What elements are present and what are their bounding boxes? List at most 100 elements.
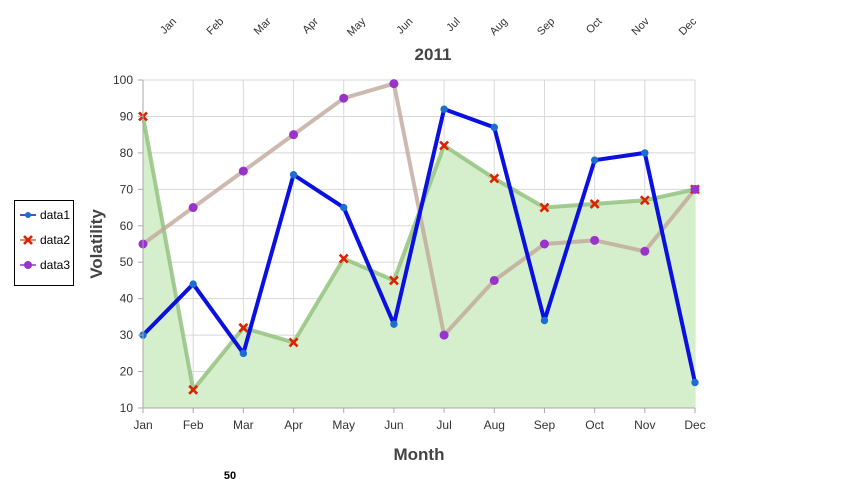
legend-label: data1 xyxy=(40,208,70,222)
data-point-stroke xyxy=(589,198,600,209)
data-point-data1 xyxy=(340,203,348,212)
x-tick-label: Feb xyxy=(183,418,204,432)
series-line-data1 xyxy=(141,107,697,385)
axes xyxy=(138,79,696,413)
data-point-data3 xyxy=(289,130,299,140)
data-point-data1 xyxy=(490,123,498,132)
data-point-data2 xyxy=(639,195,650,206)
data-point-stroke xyxy=(388,275,399,286)
top-axis-tick-label: Sep xyxy=(535,16,557,38)
data-point-data1 xyxy=(289,171,298,179)
data-point-data1 xyxy=(540,316,549,325)
chart-title: 2011 xyxy=(415,45,452,64)
top-axis-tick-label: Jul xyxy=(444,16,462,34)
y-tick-label: 10 xyxy=(120,401,134,415)
data-point-data2 xyxy=(439,140,450,151)
legend-label: data3 xyxy=(40,258,70,272)
legend-marker xyxy=(24,261,32,269)
x-tick-label: Nov xyxy=(634,418,655,432)
area-layer xyxy=(143,116,695,408)
data-point-data2 xyxy=(589,198,600,209)
x-tick-label: Mar xyxy=(233,418,254,432)
data-point-data3 xyxy=(389,79,399,89)
y-tick-label: 30 xyxy=(120,328,134,342)
x-tick-label: Jul xyxy=(436,418,451,432)
y-tick-label: 20 xyxy=(120,365,134,379)
data-point-data3 xyxy=(188,203,198,213)
top-axis-tick-label: Dec xyxy=(677,15,700,38)
top-axis: Jan Feb Mar Apr May Jun Jul Aug Sep Oct Nov Dec xyxy=(158,15,699,39)
data-point-data2 xyxy=(388,275,399,286)
top-axis-tick-label: Oct xyxy=(584,16,605,37)
top-axis-tick-label: Aug xyxy=(488,16,510,38)
data-point-stroke xyxy=(238,322,249,333)
data-point-data1 xyxy=(239,349,248,358)
data-point-stroke xyxy=(288,337,299,348)
legend-item-data1: data1 xyxy=(20,208,70,222)
y-tick-label: 100 xyxy=(113,73,133,87)
legend-marker xyxy=(25,212,31,218)
x-tick-label: Aug xyxy=(484,418,505,432)
data-point-stroke xyxy=(639,195,650,206)
data-point-data1 xyxy=(390,320,398,328)
top-axis-tick-label: Jun xyxy=(394,16,415,37)
top-axis-tick-label: Feb xyxy=(204,16,226,38)
y-tick-label: 70 xyxy=(120,182,134,196)
top-axis-tick-label: Apr xyxy=(300,15,321,36)
data-point-data2 xyxy=(489,173,500,184)
top-axis-tick-label: May xyxy=(345,15,369,39)
legend-marker xyxy=(23,235,33,245)
y-tick-label: 40 xyxy=(120,292,134,306)
data-point-data1 xyxy=(189,280,197,288)
data-point-data3 xyxy=(339,93,349,103)
data-point-data3 xyxy=(590,235,600,245)
legend: data1 data2 data3 xyxy=(14,200,74,286)
y-tick-labels: 10 20 30 40 50 60 70 80 90 100 xyxy=(113,73,133,415)
data-point-data3 xyxy=(238,166,248,176)
data-point-data3 xyxy=(439,330,449,340)
data-point-data3 xyxy=(690,184,700,194)
y-tick-label: 90 xyxy=(120,109,134,123)
y-tick-label: 50 xyxy=(120,255,134,269)
series-area-data2 xyxy=(143,116,695,408)
top-axis-tick-label: Mar xyxy=(252,15,274,37)
data-point-stroke xyxy=(188,384,199,395)
x-tick-label: Jun xyxy=(384,418,403,432)
legend-label: data2 xyxy=(40,233,70,247)
x-axis-title: Month xyxy=(394,445,445,464)
data-point-data2 xyxy=(338,253,349,264)
data-point-data1 xyxy=(590,156,599,164)
data-point-data3 xyxy=(539,239,549,249)
data-point-data3 xyxy=(640,246,650,256)
top-axis-tick-label: Nov xyxy=(630,15,653,38)
data-point-data1 xyxy=(440,105,448,113)
x-tick-label: Sep xyxy=(534,418,556,432)
data-point-data2 xyxy=(539,202,550,213)
y-tick-label: 60 xyxy=(120,219,134,233)
y-axis-title: Volatility xyxy=(87,209,106,279)
data-point-stroke xyxy=(539,202,550,213)
x-tick-label: Dec xyxy=(684,418,705,432)
data-point-stroke xyxy=(338,253,349,264)
top-axis-tick-label: Jan xyxy=(158,16,179,37)
x-tick-label: Jan xyxy=(133,418,152,432)
data-point-data2 xyxy=(188,384,199,395)
y-tick-label: 80 xyxy=(120,146,134,160)
x-tick-label: May xyxy=(332,418,355,432)
data-point-stroke xyxy=(489,173,500,184)
data-point-data1 xyxy=(641,149,649,157)
data-point-stroke xyxy=(439,140,450,151)
x-tick-label: Apr xyxy=(284,418,303,432)
data-point-data2 xyxy=(288,337,299,348)
x-tick-labels: Jan Feb Mar Apr May Jun Jul Aug Sep Oct Nov Dec xyxy=(133,418,705,432)
footer-value: 50 xyxy=(224,470,236,479)
data-point-data1 xyxy=(691,378,699,387)
lines-layer xyxy=(141,81,697,392)
data-point-data3 xyxy=(489,275,499,285)
legend-item-data2: data2 xyxy=(20,233,70,247)
legend-item-data3: data3 xyxy=(20,258,70,272)
markers-layer xyxy=(138,79,700,395)
x-tick-label: Oct xyxy=(585,418,604,432)
data-point-data2 xyxy=(238,322,249,333)
